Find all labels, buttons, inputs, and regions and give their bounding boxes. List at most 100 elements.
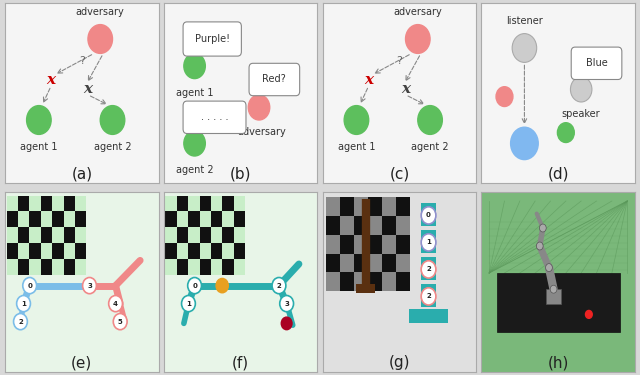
- Bar: [223, 243, 234, 259]
- Circle shape: [182, 296, 195, 312]
- Text: adversary: adversary: [394, 8, 442, 17]
- Circle shape: [406, 25, 430, 53]
- Bar: [41, 259, 52, 275]
- Circle shape: [570, 77, 592, 102]
- Bar: [41, 211, 52, 227]
- Bar: [340, 272, 354, 291]
- Bar: [52, 196, 63, 211]
- Circle shape: [27, 106, 51, 134]
- Bar: [52, 259, 63, 275]
- Bar: [546, 289, 561, 304]
- Text: 2: 2: [426, 266, 431, 272]
- Bar: [382, 254, 396, 272]
- Bar: [165, 259, 177, 275]
- Text: (h): (h): [547, 355, 569, 370]
- Text: 4: 4: [113, 301, 118, 307]
- Text: adversary: adversary: [237, 127, 287, 137]
- Bar: [368, 272, 382, 291]
- Bar: [223, 196, 234, 211]
- Text: . . . . .: . . . . .: [201, 112, 228, 122]
- Bar: [75, 227, 86, 243]
- Bar: [200, 227, 211, 243]
- Bar: [396, 235, 410, 254]
- Circle shape: [557, 123, 574, 142]
- Bar: [6, 211, 18, 227]
- Bar: [29, 211, 41, 227]
- Text: 2: 2: [426, 293, 431, 299]
- Circle shape: [421, 234, 436, 251]
- Bar: [396, 197, 410, 216]
- Bar: [354, 235, 368, 254]
- Text: adversary: adversary: [76, 8, 125, 17]
- Bar: [368, 197, 382, 216]
- Text: 2: 2: [18, 319, 23, 325]
- Bar: [165, 227, 177, 243]
- Bar: [382, 272, 396, 291]
- Bar: [354, 272, 368, 291]
- Bar: [63, 227, 75, 243]
- Circle shape: [281, 317, 292, 330]
- Circle shape: [184, 53, 205, 79]
- Bar: [188, 243, 200, 259]
- Text: (a): (a): [71, 166, 92, 181]
- Circle shape: [216, 278, 228, 293]
- Bar: [234, 227, 245, 243]
- Bar: [29, 259, 41, 275]
- Bar: [63, 259, 75, 275]
- Bar: [421, 203, 436, 226]
- Text: 1: 1: [426, 239, 431, 245]
- Text: (e): (e): [71, 355, 92, 370]
- Bar: [18, 243, 29, 259]
- Bar: [52, 227, 63, 243]
- Bar: [223, 259, 234, 275]
- Circle shape: [184, 131, 205, 156]
- Circle shape: [550, 285, 557, 293]
- Text: 0: 0: [28, 283, 32, 289]
- Circle shape: [421, 261, 436, 278]
- Bar: [75, 259, 86, 275]
- FancyBboxPatch shape: [183, 101, 246, 134]
- Bar: [188, 211, 200, 227]
- Bar: [340, 254, 354, 272]
- Bar: [6, 259, 18, 275]
- Bar: [177, 227, 188, 243]
- Bar: [165, 211, 177, 227]
- Circle shape: [421, 207, 436, 224]
- Bar: [326, 272, 340, 291]
- Bar: [326, 216, 340, 235]
- Bar: [211, 211, 223, 227]
- Bar: [75, 243, 86, 259]
- Text: 3: 3: [87, 283, 92, 289]
- Bar: [354, 216, 368, 235]
- Bar: [356, 284, 375, 293]
- Bar: [326, 197, 340, 216]
- Bar: [52, 243, 63, 259]
- Bar: [6, 227, 18, 243]
- Text: x: x: [47, 74, 56, 87]
- Text: (c): (c): [389, 166, 410, 181]
- Circle shape: [536, 242, 543, 250]
- Bar: [165, 196, 177, 211]
- Circle shape: [109, 296, 122, 312]
- Bar: [200, 243, 211, 259]
- Circle shape: [540, 224, 546, 232]
- Text: 1: 1: [21, 301, 26, 307]
- Bar: [41, 227, 52, 243]
- Circle shape: [496, 87, 513, 106]
- Bar: [354, 254, 368, 272]
- Bar: [188, 259, 200, 275]
- Bar: [18, 227, 29, 243]
- Bar: [200, 196, 211, 211]
- Circle shape: [23, 278, 36, 294]
- Text: (b): (b): [230, 166, 252, 181]
- Circle shape: [272, 278, 286, 294]
- Bar: [211, 227, 223, 243]
- Text: Red?: Red?: [262, 75, 286, 84]
- Text: (f): (f): [232, 355, 249, 370]
- Bar: [368, 254, 382, 272]
- Bar: [234, 259, 245, 275]
- Bar: [368, 216, 382, 235]
- Circle shape: [248, 95, 269, 120]
- Text: Blue: Blue: [586, 58, 607, 68]
- Bar: [223, 211, 234, 227]
